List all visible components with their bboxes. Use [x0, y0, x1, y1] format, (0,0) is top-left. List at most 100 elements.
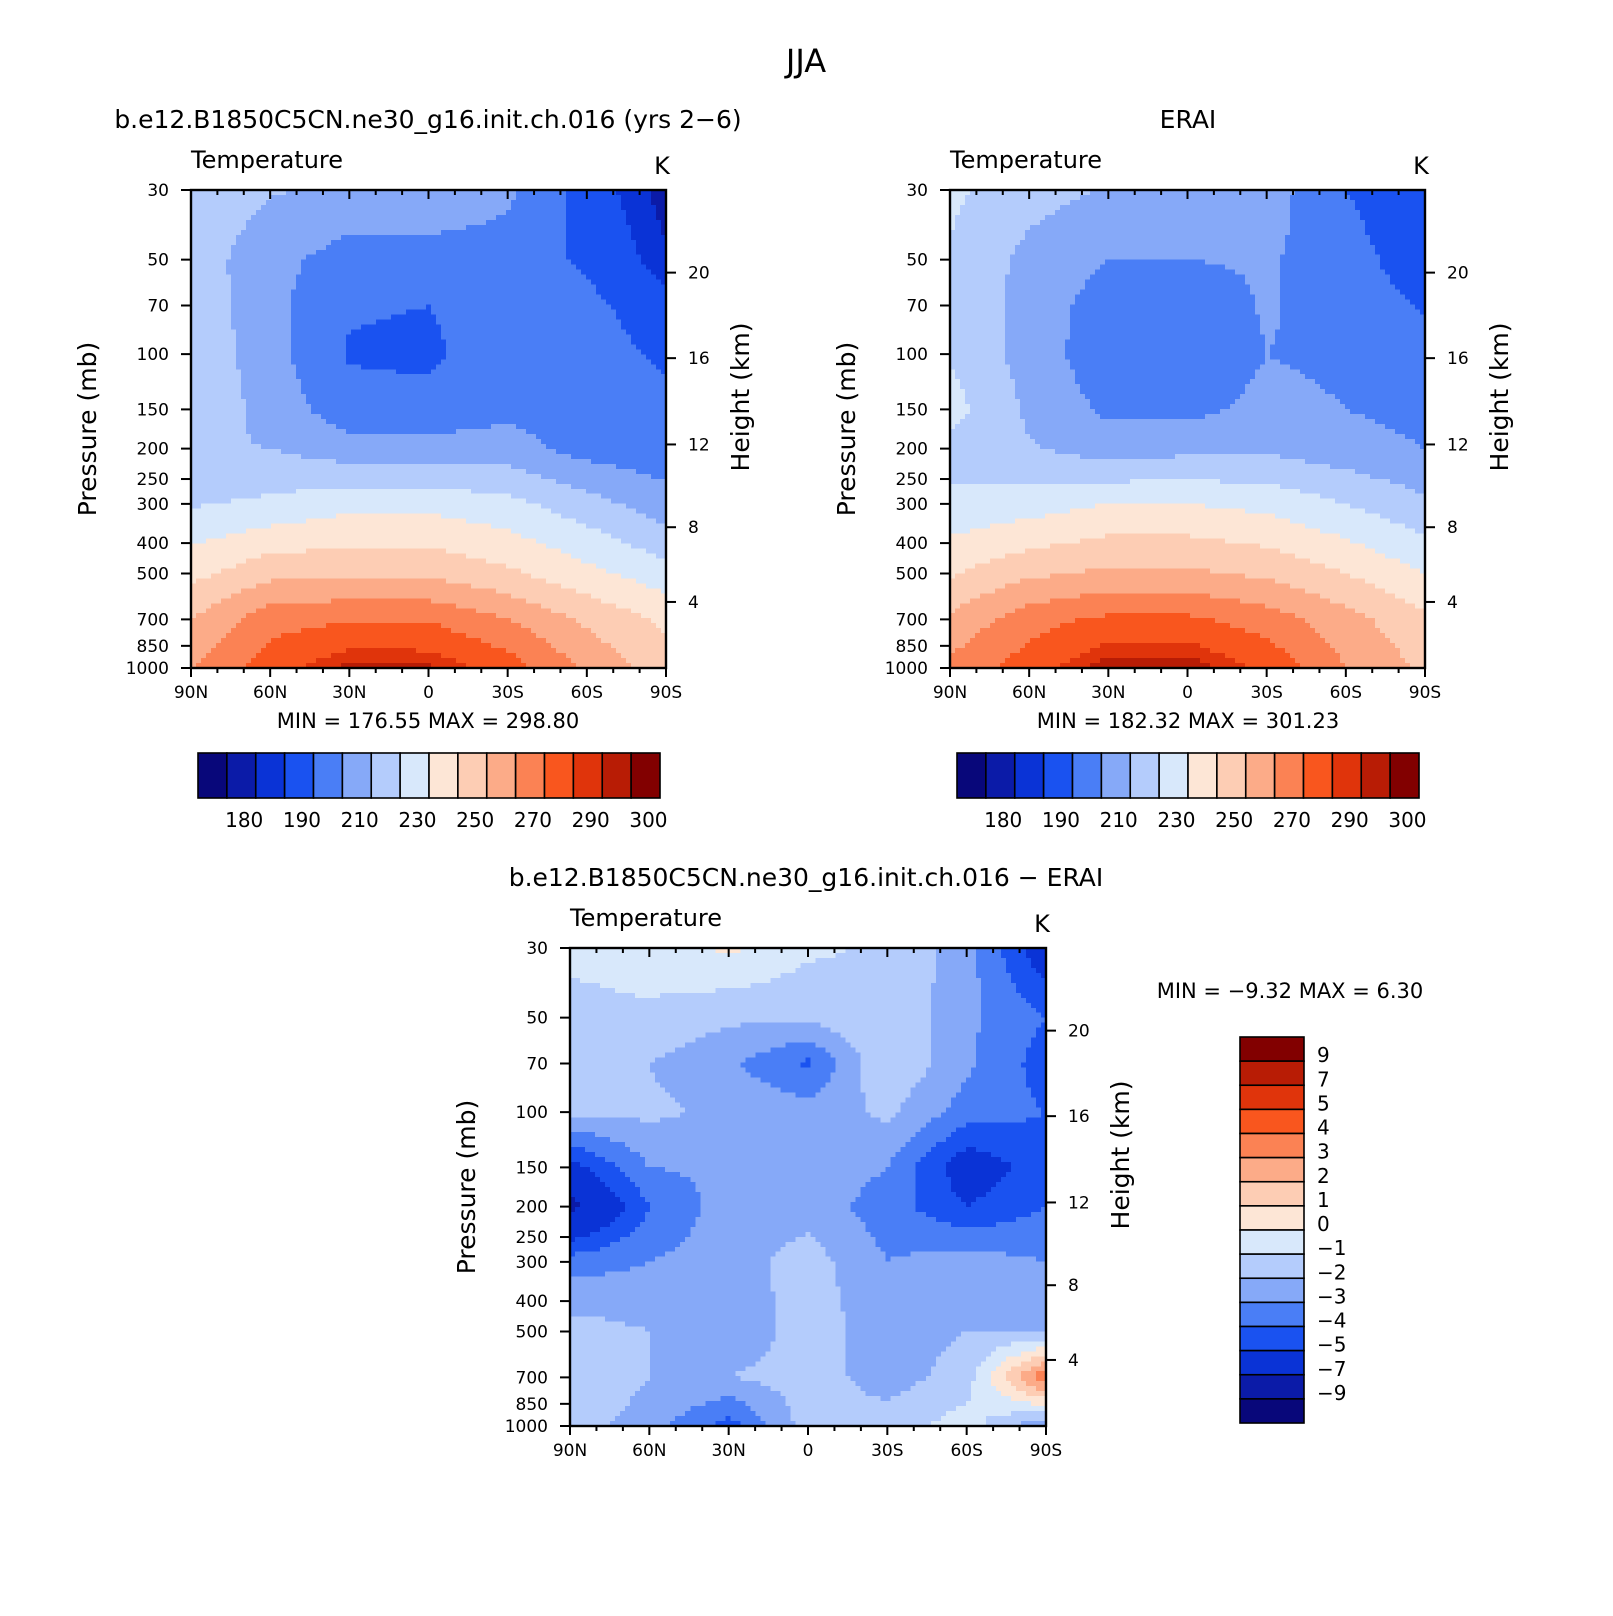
contour-cell: [266, 389, 272, 395]
contour-cell: [651, 319, 657, 325]
contour-cell: [511, 295, 517, 301]
contour-cell: [606, 324, 612, 330]
contour-cell: [581, 369, 587, 375]
contour-cell: [571, 384, 577, 390]
contour-cell: [571, 434, 577, 440]
contour-cell: [486, 424, 492, 430]
contour-cell: [446, 200, 452, 206]
contour-cell: [656, 305, 662, 311]
contour-cell: [596, 429, 602, 435]
contour-cell: [576, 240, 582, 246]
contour-cell: [621, 344, 627, 350]
contour-cell: [646, 394, 652, 400]
contour-cell: [206, 364, 212, 370]
figure-title: JJA: [784, 42, 826, 80]
contour-cell: [641, 374, 647, 380]
contour-cell: [451, 379, 457, 385]
contour-cell: [231, 334, 237, 340]
contour-cell: [411, 409, 417, 415]
contour-cell: [326, 369, 332, 375]
contour-cell: [291, 359, 297, 365]
contour-cell: [296, 334, 302, 340]
contour-cell: [526, 324, 532, 330]
contour-cell: [616, 389, 622, 395]
contour-cell: [466, 210, 472, 216]
contour-cell: [371, 255, 377, 261]
contour-cell: [536, 324, 542, 330]
contour-cell: [651, 339, 657, 345]
contour-cell: [416, 449, 422, 455]
contour-cell: [431, 250, 437, 256]
contour-cell: [291, 245, 297, 251]
contour-cell: [411, 369, 417, 375]
contour-cell: [391, 260, 397, 266]
contour-cell: [246, 394, 252, 400]
contour-cell: [511, 384, 517, 390]
contour-cell: [571, 364, 577, 370]
contour-cell: [311, 439, 317, 445]
contour-cell: [491, 225, 497, 231]
contour-cell: [346, 210, 352, 216]
contour-cell: [516, 220, 522, 226]
contour-cell: [196, 334, 202, 340]
contour-cell: [466, 200, 472, 206]
contour-cell: [251, 314, 257, 320]
contour-cell: [626, 404, 632, 410]
contour-cell: [261, 414, 267, 420]
contour-cell: [326, 290, 332, 296]
contour-cell: [271, 389, 277, 395]
contour-cell: [576, 429, 582, 435]
contour-cell: [386, 439, 392, 445]
contour-cell: [506, 434, 512, 440]
contour-cell: [361, 369, 367, 375]
contour-cell: [491, 369, 497, 375]
contour-cell: [546, 349, 552, 355]
contour-cell: [456, 305, 462, 311]
contour-cell: [556, 225, 562, 231]
contour-cell: [511, 240, 517, 246]
contour-cell: [356, 225, 362, 231]
contour-cell: [331, 324, 337, 330]
contour-cell: [316, 369, 322, 375]
contour-cell: [541, 235, 547, 241]
contour-cell: [546, 344, 552, 350]
contour-cell: [446, 230, 452, 236]
contour-cell: [641, 285, 647, 291]
contour-cell: [456, 250, 462, 256]
contour-cell: [341, 275, 347, 281]
contour-cell: [276, 389, 282, 395]
contour-cell: [471, 270, 477, 276]
contour-cell: [331, 260, 337, 266]
contour-cell: [451, 314, 457, 320]
contour-cell: [266, 265, 272, 271]
contour-cell: [426, 444, 432, 450]
contour-cell: [616, 339, 622, 345]
contour-cell: [321, 324, 327, 330]
contour-cell: [296, 240, 302, 246]
contour-cell: [636, 285, 642, 291]
contour-cell: [516, 344, 522, 350]
contour-cell: [621, 359, 627, 365]
contour-cell: [546, 404, 552, 410]
contour-cell: [571, 334, 577, 340]
contour-cell: [516, 235, 522, 241]
contour-cell: [451, 334, 457, 340]
contour-cell: [576, 409, 582, 415]
contour-cell: [306, 240, 312, 246]
contour-cell: [256, 245, 262, 251]
contour-cell: [491, 295, 497, 301]
contour-cell: [241, 230, 247, 236]
contour-cell: [336, 404, 342, 410]
contour-cell: [521, 419, 527, 425]
contour-cell: [246, 200, 252, 206]
contour-cell: [251, 399, 257, 405]
contour-cell: [236, 225, 242, 231]
contour-cell: [216, 310, 222, 316]
contour-cell: [491, 434, 497, 440]
contour-cell: [366, 369, 372, 375]
contour-cell: [396, 449, 402, 455]
contour-cell: [536, 374, 542, 380]
contour-cell: [446, 444, 452, 450]
contour-cell: [436, 225, 442, 231]
contour-cell: [341, 235, 347, 241]
